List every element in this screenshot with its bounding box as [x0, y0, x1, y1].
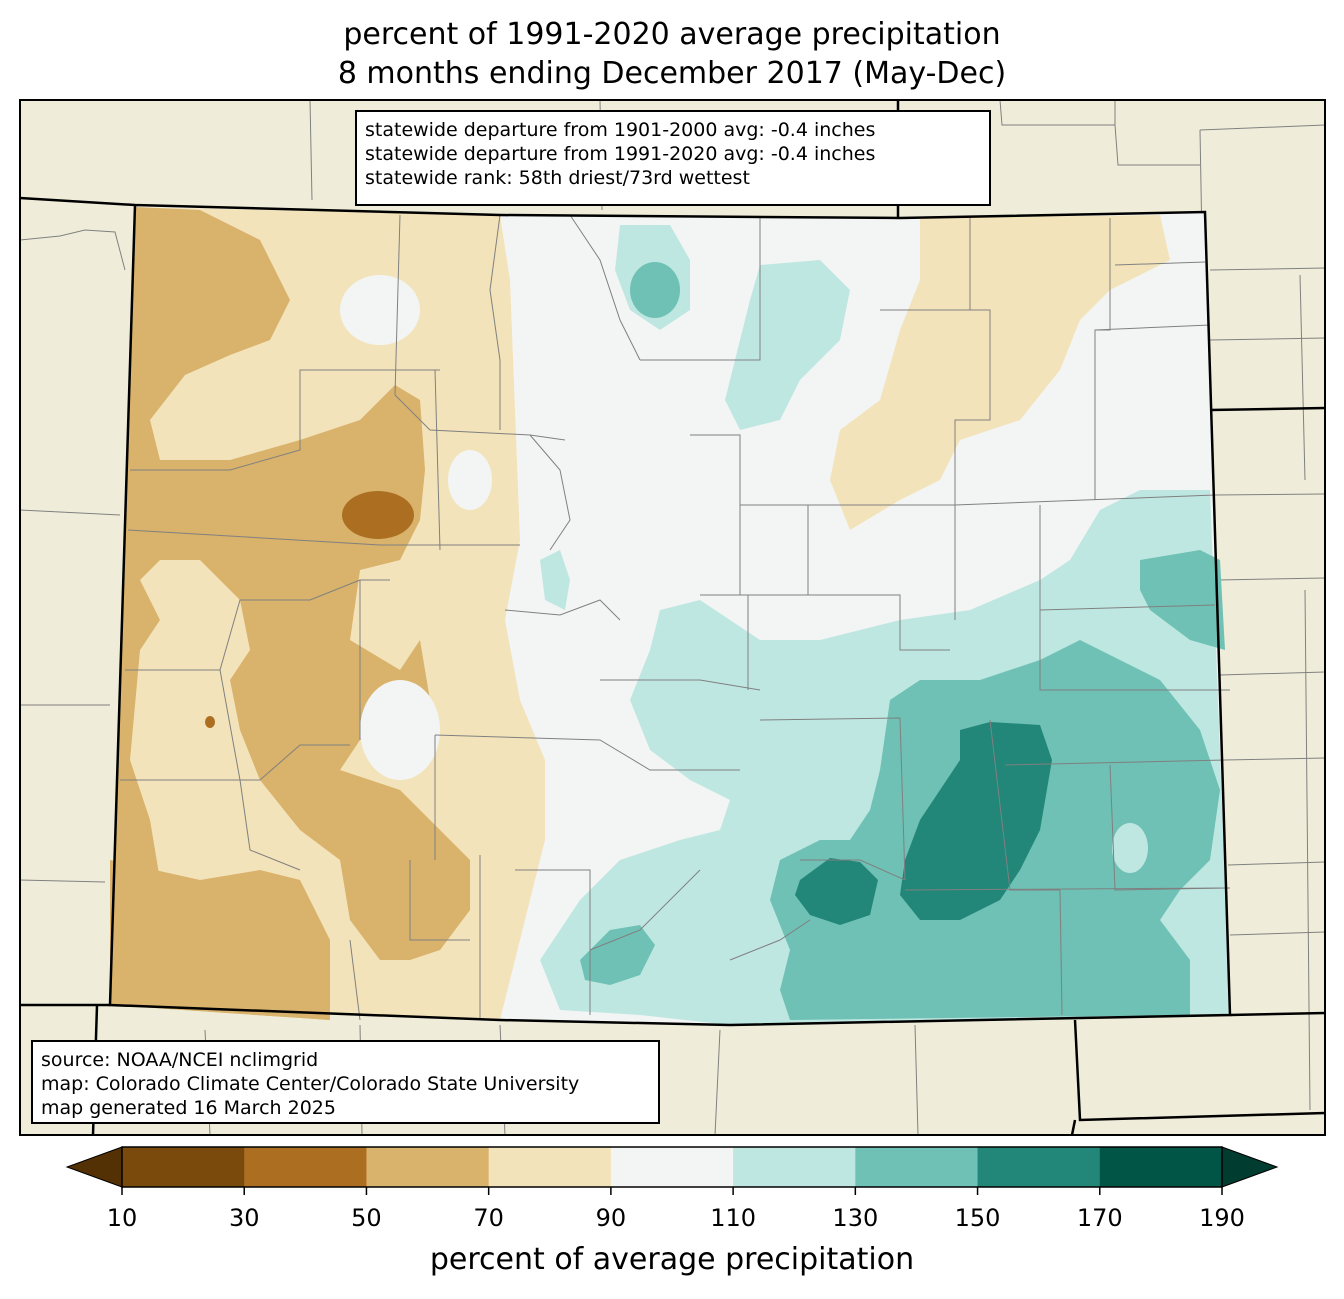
colorbar-segment	[977, 1147, 1101, 1187]
light-spot-north	[340, 275, 420, 345]
colorbar-segment	[488, 1147, 612, 1187]
region-110-130-central	[540, 550, 570, 610]
colorbar-tick-label: 110	[710, 1204, 757, 1232]
colorbar-segment	[366, 1147, 490, 1187]
region-130-150-southwest	[580, 925, 655, 985]
region-130-150-north	[630, 262, 680, 318]
colorbar-tick-label: 50	[351, 1204, 382, 1232]
county-lines	[120, 214, 1231, 1021]
colorbar-tick-label: 190	[1199, 1204, 1245, 1232]
region-30-50-spot	[342, 491, 414, 539]
region-110-130-spot	[1112, 823, 1148, 873]
light-spot-mid	[448, 450, 492, 510]
colorbar	[65, 1146, 1279, 1195]
colorbar-tick-label: 150	[954, 1204, 1001, 1232]
region-150-170-southeast	[900, 722, 1052, 920]
region-110-130-ne	[725, 260, 850, 430]
colorbar-tick-label: 90	[595, 1204, 627, 1232]
map-title-line2: 8 months ending December 2017 (May-Dec)	[337, 56, 1007, 91]
source-line2: map: Colorado Climate Center/Colorado St…	[41, 1073, 580, 1095]
colorbar-segment	[733, 1147, 856, 1187]
source-line3: map generated 16 March 2025	[41, 1097, 336, 1119]
stats-line2: statewide departure from 1991-2020 avg: …	[365, 143, 876, 165]
colorbar-over-arrow	[1221, 1146, 1279, 1188]
colorbar-segment	[244, 1147, 367, 1187]
colorbar-tick-label: 130	[832, 1204, 879, 1232]
colorbar-under-arrow	[65, 1146, 123, 1188]
region-150-170-spot	[795, 858, 878, 925]
colorbar-frame	[121, 1146, 1223, 1188]
source-line1: source: NOAA/NCEI nclimgrid	[41, 1049, 319, 1071]
colorbar-tick-label: 30	[228, 1204, 260, 1232]
colorbar-tick-label: 170	[1076, 1204, 1123, 1232]
stats-line1: statewide departure from 1901-2000 avg: …	[365, 119, 876, 141]
colorbar-segment	[855, 1147, 979, 1187]
region-50-70-west	[110, 207, 470, 1020]
colorbar-segment	[610, 1147, 734, 1187]
statewide-stats-box: statewide departure from 1901-2000 avg: …	[355, 110, 991, 206]
region-30-50-dot	[205, 716, 215, 728]
colorbar-segment	[122, 1147, 245, 1187]
map-title-line1: percent of 1991-2020 average precipitati…	[343, 17, 1001, 52]
colorbar-segment	[1099, 1147, 1223, 1187]
map-frame	[19, 99, 1326, 1136]
region-130-150-east	[1140, 550, 1225, 650]
colorbar-tick-label: 10	[106, 1204, 138, 1232]
colorbar-label: percent of average precipitation	[429, 1242, 915, 1277]
source-box: source: NOAA/NCEI nclimgrid map: Colorad…	[31, 1040, 660, 1124]
colorbar-tick-label: 70	[473, 1204, 504, 1232]
region-70-90-northeast	[830, 215, 1170, 530]
region-50-70-south	[110, 860, 330, 1020]
stats-line3: statewide rank: 58th driest/73rd wettest	[365, 167, 750, 189]
light-spot-central	[360, 680, 440, 780]
